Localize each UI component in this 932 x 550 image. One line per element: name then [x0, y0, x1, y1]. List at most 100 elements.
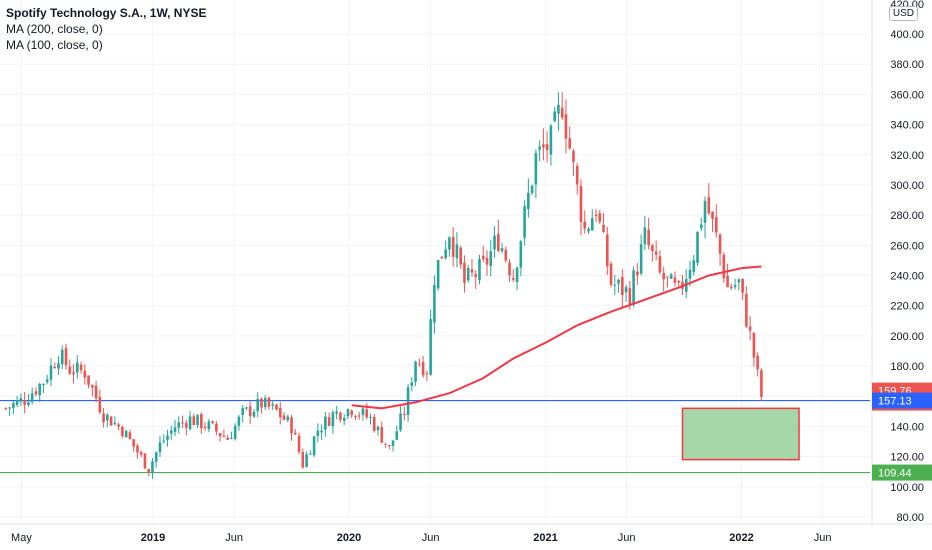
y-tick-label: 400.00: [890, 29, 924, 41]
candle-up: [406, 387, 410, 415]
candle-up: [252, 411, 256, 417]
currency-badge[interactable]: USD: [888, 6, 918, 21]
candle-up: [106, 414, 109, 421]
candle-down: [726, 275, 729, 288]
y-tick-label: 360.00: [890, 89, 924, 101]
candle-up: [519, 241, 523, 268]
candle-up: [399, 413, 402, 431]
candle-down: [282, 415, 286, 420]
candle-down: [662, 272, 665, 280]
ma-layer: [351, 265, 762, 410]
candle-up: [188, 416, 192, 430]
candle-up: [549, 125, 553, 155]
candle-down: [143, 453, 147, 469]
candle-down: [350, 410, 353, 416]
candle-down: [621, 277, 624, 296]
y-tick-label: 380.00: [890, 59, 924, 71]
candle-down: [418, 363, 421, 365]
candle-up: [15, 400, 19, 405]
candle-up: [42, 383, 45, 385]
candle-down: [68, 366, 72, 374]
candle-up: [376, 426, 380, 431]
candle-up: [455, 244, 459, 259]
candle-up: [493, 235, 496, 250]
candle-down: [504, 249, 508, 261]
candle-up: [154, 452, 158, 462]
candle-up: [45, 379, 49, 383]
candle-up: [233, 425, 237, 439]
y-tick-label: 420.00: [890, 0, 924, 11]
y-tick-label: 340.00: [890, 120, 924, 132]
candle-up: [515, 267, 519, 283]
green-level-tag-bg: [872, 464, 932, 481]
candle-down: [568, 138, 572, 149]
candle-up: [587, 228, 590, 232]
candle-up: [305, 454, 308, 467]
candle-up: [30, 393, 34, 403]
y-tick-label: 260.00: [890, 240, 924, 252]
candle-down: [222, 435, 226, 437]
candle-down: [741, 278, 744, 293]
candle-down: [34, 391, 38, 395]
candle-up: [444, 249, 447, 259]
x-tick-label: Jun: [422, 532, 440, 544]
candle-up: [57, 363, 60, 369]
candle-down: [4, 408, 8, 410]
candle-down: [647, 229, 650, 246]
candle-down: [583, 221, 587, 229]
candle-up: [19, 398, 23, 402]
candle-down: [654, 251, 658, 255]
candle-up: [207, 421, 211, 430]
candle-down: [260, 398, 263, 408]
candle-down: [98, 396, 102, 413]
candle-down: [722, 254, 726, 279]
candle-up: [309, 453, 312, 455]
candle-down: [745, 294, 748, 327]
candle-up: [699, 224, 703, 229]
candle-up: [124, 430, 128, 438]
candle-up: [166, 435, 169, 440]
candle-up: [237, 416, 241, 426]
green-level-tag: 109.44: [872, 464, 932, 481]
candle-up: [113, 422, 117, 425]
candle-up: [256, 398, 260, 412]
candle-up: [737, 279, 741, 283]
candle-down: [215, 423, 218, 432]
x-tick-label: 2022: [729, 532, 753, 544]
candle-down: [440, 256, 444, 259]
candle-down: [756, 355, 759, 370]
candle-up: [196, 414, 199, 426]
candle-down: [200, 414, 203, 429]
candle-up: [263, 397, 267, 408]
candle-down: [23, 400, 26, 405]
legend-ma100: MA (100, close, 0): [6, 38, 103, 52]
candle-up: [410, 382, 414, 386]
candle-up: [169, 430, 173, 434]
candle-up: [538, 146, 541, 150]
candle-down: [470, 269, 474, 273]
candle-down: [357, 415, 361, 417]
target-zone-box: [681, 407, 800, 461]
candle-up: [177, 422, 181, 428]
candle-down: [512, 278, 515, 280]
candle-down: [658, 256, 662, 273]
candle-up: [312, 436, 316, 456]
candles-layer: [4, 92, 763, 479]
candle-up: [669, 274, 673, 279]
candle-up: [489, 251, 493, 267]
candle-down: [718, 234, 722, 254]
candle-down: [628, 288, 632, 306]
candle-up: [346, 409, 350, 417]
candle-up: [617, 279, 620, 284]
legend-ma200: MA (200, close, 0): [6, 22, 103, 36]
candle-up: [60, 349, 64, 365]
candle-down: [278, 407, 282, 418]
candle-down: [136, 445, 139, 453]
candle-down: [451, 236, 455, 257]
candle-up: [331, 412, 335, 427]
candle-up: [500, 248, 504, 252]
candle-down: [463, 262, 466, 283]
